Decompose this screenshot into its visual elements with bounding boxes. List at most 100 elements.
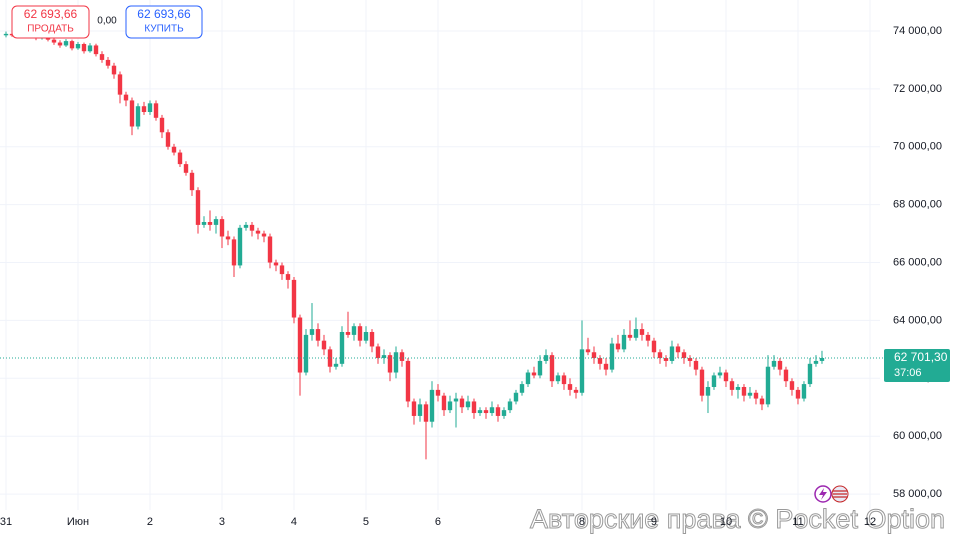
candle-body <box>357 326 363 341</box>
candle-body <box>537 360 543 376</box>
candle-body <box>525 372 531 385</box>
x-tick-label: Июн <box>67 516 89 528</box>
candle-body <box>645 334 651 341</box>
y-tick-label: 72 000,00 <box>893 83 942 95</box>
candle-body <box>423 404 429 422</box>
x-tick-label: 3 <box>219 516 225 528</box>
candle-body <box>321 340 327 350</box>
x-tick-label: 31 <box>0 516 12 528</box>
x-tick-label: 11 <box>792 516 803 528</box>
candle-body <box>165 132 171 147</box>
candle-body <box>279 265 285 275</box>
candle-body <box>477 410 483 414</box>
candle-body <box>141 106 147 113</box>
candle-body <box>801 384 807 399</box>
candle-body <box>207 222 213 225</box>
candle-body <box>675 346 681 353</box>
sell-button[interactable] <box>11 5 90 39</box>
candle-body <box>105 59 111 66</box>
sell-price: 62 693,66 <box>24 7 78 21</box>
candle-body <box>327 349 333 367</box>
current-price-label: 62 701,30 <box>894 350 948 364</box>
candle-body <box>315 329 321 341</box>
candle-body <box>819 358 825 361</box>
candle-body <box>231 239 237 266</box>
x-tick-label: 10 <box>720 516 732 528</box>
y-tick-label: 58 000,00 <box>893 488 942 500</box>
y-tick-label: 70 000,00 <box>893 141 942 153</box>
candle-body <box>657 352 663 359</box>
candle-body <box>123 94 129 101</box>
candle-body <box>813 360 819 364</box>
candle-body <box>663 358 669 361</box>
candle-body <box>561 375 567 385</box>
candle-body <box>441 395 447 411</box>
candle-body <box>621 334 627 350</box>
candle-body <box>267 236 273 263</box>
y-tick-label: 60 000,00 <box>893 430 942 442</box>
candle-body <box>789 381 795 390</box>
candle-body <box>609 343 615 370</box>
x-tick-label: 9 <box>651 516 657 528</box>
candle-body <box>591 352 597 359</box>
candle-body <box>669 346 675 361</box>
candle-body <box>135 106 141 127</box>
icons[interactable] <box>814 485 849 503</box>
x-tick-label: 2 <box>147 516 153 528</box>
buy-button[interactable] <box>125 5 203 39</box>
candle-body <box>693 360 699 370</box>
candle-body <box>465 401 471 408</box>
candle-body <box>87 45 93 52</box>
candle-body <box>369 331 375 347</box>
candle-body <box>717 372 723 376</box>
candle-body <box>603 363 609 370</box>
candle-body <box>771 360 777 367</box>
candle-body <box>261 233 267 237</box>
candle-body <box>255 230 261 234</box>
candle-body <box>405 360 411 402</box>
candle-body <box>741 386 747 396</box>
candle-body <box>57 42 63 46</box>
candle-body <box>375 346 381 359</box>
candle-body <box>291 279 297 318</box>
y-tick-label: 68 000,00 <box>893 199 942 211</box>
candle-body <box>681 352 687 359</box>
candle-body <box>489 407 495 414</box>
candle-body <box>225 236 231 240</box>
flag-stripes <box>833 490 847 498</box>
candle-body <box>639 329 645 335</box>
x-tick-label: 8 <box>579 516 585 528</box>
candle-body <box>453 398 459 402</box>
candle-body <box>201 222 207 225</box>
watermark: Авторские права © Pocket Option <box>530 504 945 534</box>
candle-body <box>393 352 399 373</box>
candle-body <box>549 355 555 382</box>
candle-body <box>723 372 729 382</box>
x-tick-label: 6 <box>435 516 441 528</box>
candle-body <box>651 340 657 353</box>
candle-body <box>153 103 159 118</box>
candle-body <box>75 43 81 49</box>
candle-body <box>99 54 105 60</box>
buy-label: КУПИТЬ <box>144 24 184 35</box>
candle-body <box>501 410 507 416</box>
candle-body <box>483 410 489 414</box>
candle-body <box>753 392 759 399</box>
candle-body <box>93 45 99 55</box>
candle-body <box>747 392 753 396</box>
lightning-glyph <box>819 488 827 500</box>
candle-body <box>417 404 423 416</box>
candle-body <box>705 386 711 396</box>
candle-body <box>567 384 573 390</box>
candle-body <box>351 326 357 335</box>
candle-body <box>303 334 309 373</box>
candle-body <box>729 381 735 390</box>
candle-body <box>339 331 345 364</box>
candle-body <box>195 190 201 225</box>
countdown: 37:06 <box>894 367 922 379</box>
candle-body <box>447 401 453 411</box>
candle-body <box>411 401 417 416</box>
candle-body <box>615 343 621 350</box>
candle-body <box>543 355 549 361</box>
candle-body <box>219 219 225 237</box>
